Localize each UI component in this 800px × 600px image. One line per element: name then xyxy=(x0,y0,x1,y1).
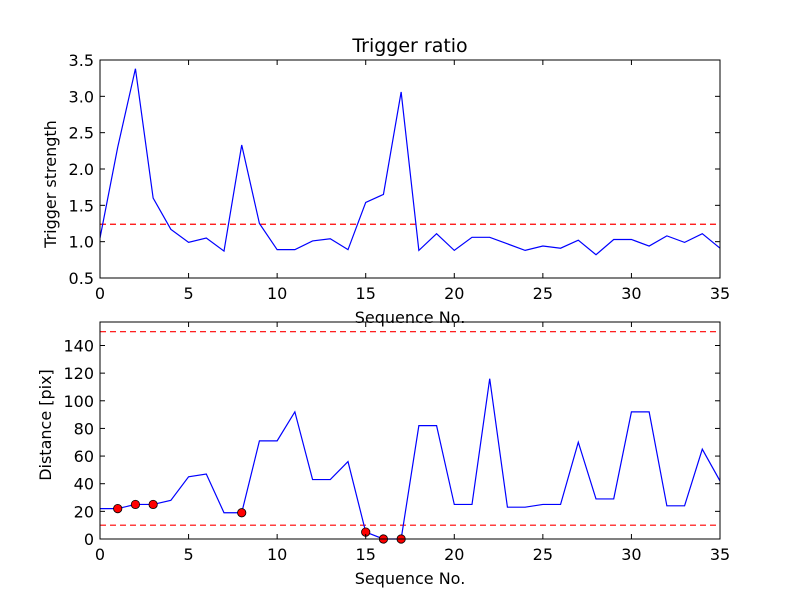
data-point-marker xyxy=(130,499,141,510)
y-tick-label: 120 xyxy=(63,364,94,383)
y-tick-label: 1.5 xyxy=(69,196,94,215)
x-tick-label: 20 xyxy=(444,545,464,564)
y-tick-label: 100 xyxy=(63,392,94,411)
x-tick-label: 10 xyxy=(267,545,287,564)
x-tick-label: 0 xyxy=(95,545,105,564)
x-tick-label: 10 xyxy=(267,284,287,303)
x-tick-label: 25 xyxy=(533,284,553,303)
x-axis-label: Sequence No. xyxy=(355,569,466,588)
data-point-marker xyxy=(237,508,247,518)
x-tick-label: 20 xyxy=(444,284,464,303)
y-tick-label: 3.5 xyxy=(69,51,94,70)
distance-subplot: Distance [pix] Sequence No. 0 5 10 15 20 25 30… xyxy=(36,321,730,588)
y-tick-label: 20 xyxy=(74,502,94,521)
y-tick-label: 2.0 xyxy=(69,160,94,179)
chart-title: Trigger ratio xyxy=(351,35,467,57)
x-tick-label: 30 xyxy=(621,545,641,564)
y-tick-label: 60 xyxy=(74,447,94,466)
y-tick-label: 40 xyxy=(74,475,94,494)
x-tick-label: 30 xyxy=(621,284,641,303)
y-tick-label: 140 xyxy=(63,336,94,355)
x-tick-label: 15 xyxy=(356,545,376,564)
y-tick-label: 80 xyxy=(74,419,94,438)
trigger-ratio-subplot: Trigger ratio Trigger strength Sequence … xyxy=(41,35,730,327)
y-tick-label: 3.0 xyxy=(69,87,94,106)
y-tick-label: 0 xyxy=(84,530,94,549)
data-point-marker xyxy=(113,503,123,514)
plot-frame xyxy=(99,321,721,540)
y-axis-label: Distance [pix] xyxy=(36,369,55,481)
x-tick-label: 5 xyxy=(183,545,193,564)
y-axis-label: Trigger strength xyxy=(41,120,60,249)
series-line xyxy=(100,378,721,540)
x-tick-label: 25 xyxy=(533,545,553,564)
x-tick-label: 0 xyxy=(95,284,105,303)
data-point-marker xyxy=(148,499,158,510)
x-tick-label: 15 xyxy=(356,284,376,303)
y-tick-label: 0.5 xyxy=(69,269,94,288)
x-tick-label: 35 xyxy=(710,545,730,564)
series-line xyxy=(99,68,721,256)
y-tick-label: 1.0 xyxy=(69,233,94,252)
x-tick-label: 35 xyxy=(710,284,730,303)
y-tick-label: 2.5 xyxy=(69,124,94,143)
x-axis-label: Sequence No. xyxy=(355,308,466,327)
x-tick-label: 5 xyxy=(183,284,193,303)
